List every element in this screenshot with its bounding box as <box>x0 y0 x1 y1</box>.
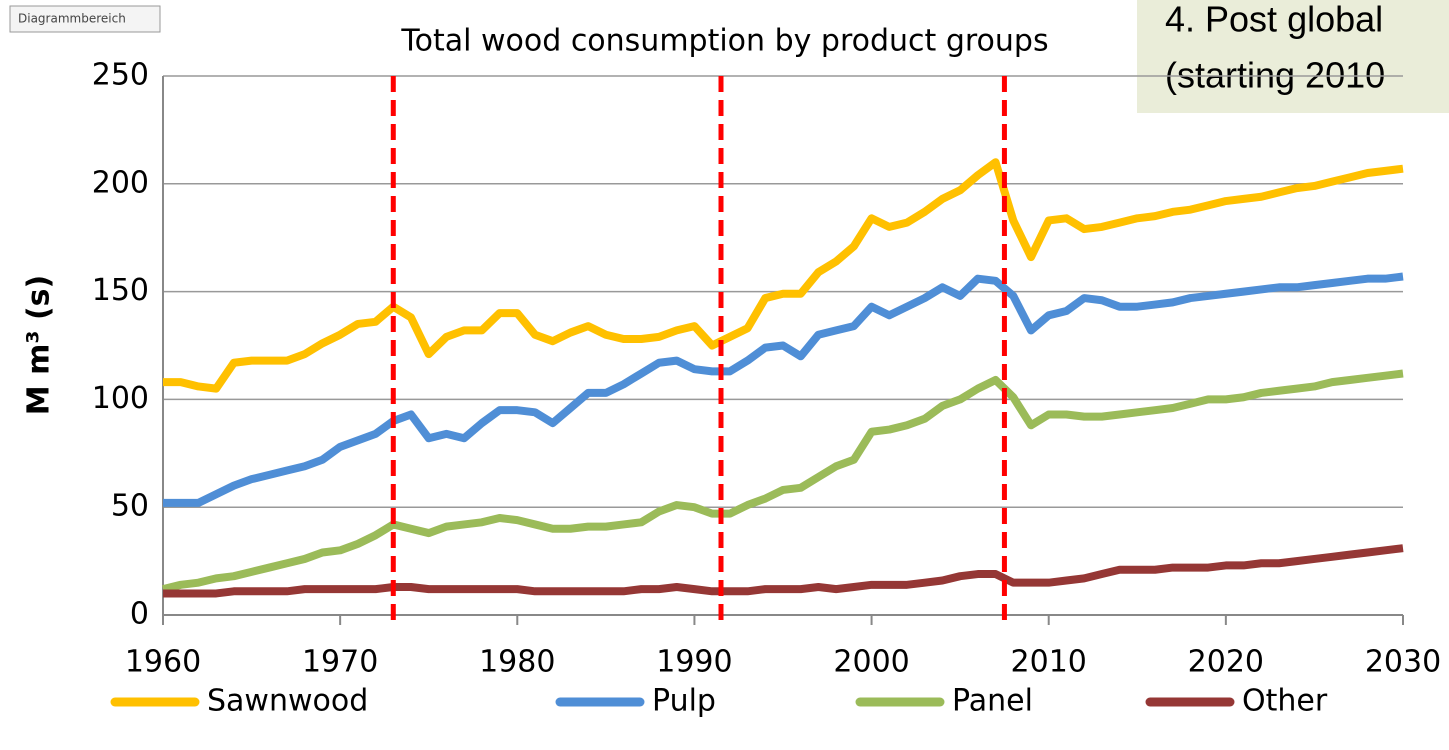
y-tick-label: 50 <box>111 489 149 524</box>
legend-label: Panel <box>952 684 1033 719</box>
tooltip: Diagrammbereich <box>18 12 126 26</box>
annotation-box <box>1137 0 1449 113</box>
annotation: 4. Post global <box>1165 0 1383 40</box>
y-tick-label: 200 <box>92 165 149 200</box>
legend-label: Other <box>1242 684 1328 719</box>
x-tick-label: 1980 <box>479 645 555 680</box>
series-line <box>163 272 1404 507</box>
y-tick-label: 250 <box>92 58 149 93</box>
series-line <box>163 544 1404 598</box>
y-tick-label: 100 <box>92 381 149 416</box>
x-tick-label: 1960 <box>125 645 201 680</box>
legend-label: Sawnwood <box>207 684 368 719</box>
tooltip-box <box>9 5 161 33</box>
x-tick-label: 1970 <box>302 645 378 680</box>
chart-title: Total wood consumption by product groups <box>400 24 1048 59</box>
series-line <box>163 158 1404 393</box>
x-tick-label: 2010 <box>1011 645 1087 680</box>
x-tick-label: 2030 <box>1365 645 1441 680</box>
series-line <box>162 369 1404 594</box>
y-tick-label: 150 <box>92 273 149 308</box>
y-tick-label: 0 <box>130 597 149 632</box>
x-tick-label: 2020 <box>1188 645 1264 680</box>
annotation: (starting 2010 <box>1165 55 1385 96</box>
x-tick-label: 1990 <box>656 645 732 680</box>
x-tick-label: 2000 <box>833 645 909 680</box>
legend-label: Pulp <box>652 684 716 719</box>
y-axis-label: M m³ (s) <box>22 275 57 415</box>
